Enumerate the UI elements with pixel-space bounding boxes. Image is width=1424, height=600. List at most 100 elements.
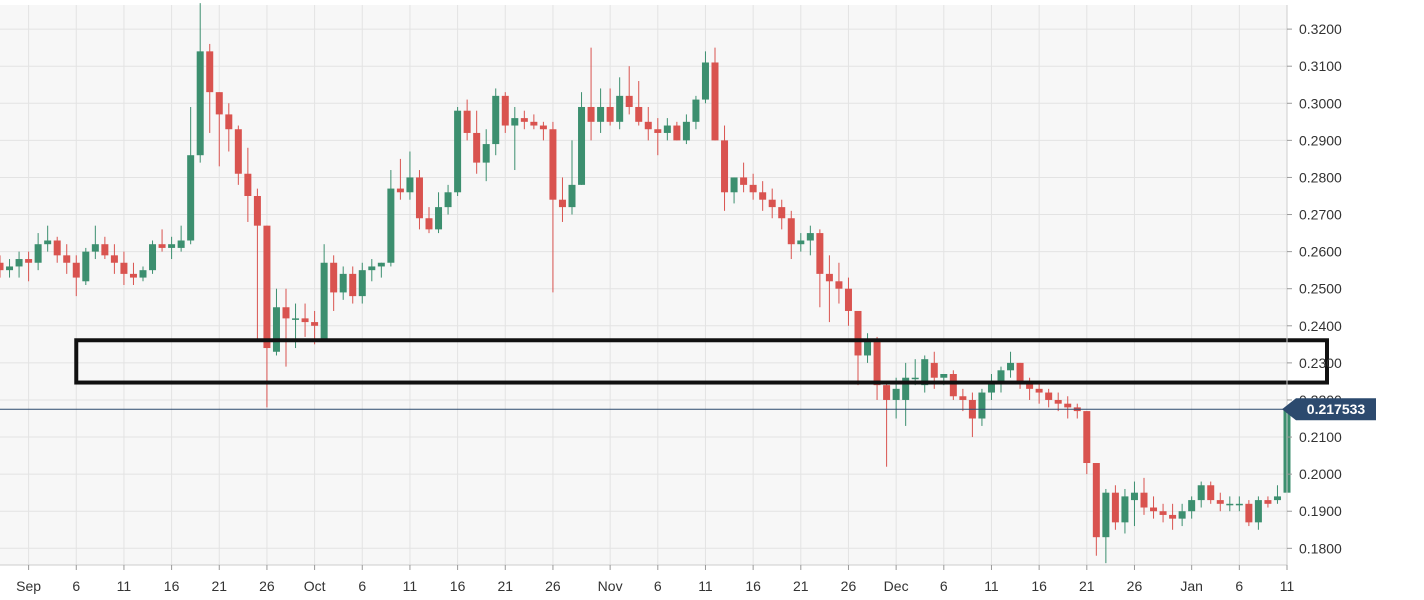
- y-tick-label: 0.2800: [1299, 169, 1342, 185]
- candle: [129, 262, 137, 285]
- candle-body: [101, 244, 109, 256]
- candle: [530, 114, 538, 130]
- candle: [949, 370, 957, 400]
- x-tick-label: Dec: [884, 578, 909, 594]
- candle-body: [149, 244, 157, 271]
- candle: [768, 188, 776, 219]
- candle: [1245, 500, 1253, 527]
- candle: [597, 88, 605, 133]
- candle-body: [816, 233, 824, 274]
- x-tick-label: Oct: [304, 578, 326, 594]
- candle-body: [616, 95, 624, 122]
- candle: [1264, 496, 1272, 508]
- candle: [1130, 481, 1138, 527]
- plot-background: [0, 5, 1287, 565]
- candle-body: [311, 322, 319, 326]
- x-tick-label: 6: [654, 578, 662, 594]
- candle: [1092, 463, 1100, 556]
- candle: [616, 77, 624, 130]
- candle-body: [749, 184, 757, 193]
- candle: [730, 177, 738, 204]
- candle: [101, 236, 109, 260]
- candle: [673, 121, 681, 141]
- candle-body: [940, 374, 948, 378]
- candle: [282, 288, 290, 367]
- candle: [921, 355, 929, 393]
- candle-body: [253, 195, 261, 226]
- grid-lines: [0, 5, 1288, 565]
- candle: [253, 188, 261, 341]
- candle: [330, 255, 338, 311]
- candle-body: [330, 262, 338, 293]
- support-zone-box: [74, 338, 1329, 385]
- candle-body: [997, 370, 1005, 382]
- candle-body: [520, 118, 528, 122]
- candle-body: [635, 106, 643, 122]
- candle-body: [1130, 492, 1138, 501]
- candle: [234, 125, 242, 185]
- candle-body: [701, 62, 709, 100]
- candle-body: [1083, 411, 1091, 464]
- candle: [635, 81, 643, 126]
- candle: [997, 366, 1005, 393]
- y-tick-label: 0.3000: [1299, 95, 1342, 111]
- candle-body: [597, 106, 605, 122]
- candle-body: [825, 273, 833, 282]
- candle-body: [625, 95, 633, 107]
- candle: [1273, 485, 1281, 504]
- candle-body: [82, 251, 90, 282]
- x-tick-label: 26: [259, 578, 275, 594]
- candle-body: [854, 310, 862, 356]
- candle: [25, 251, 33, 282]
- candle-body: [187, 155, 195, 241]
- candle: [1083, 411, 1091, 475]
- candle-body: [539, 125, 547, 130]
- candle: [34, 233, 42, 271]
- candle: [72, 255, 80, 297]
- candle: [816, 229, 824, 308]
- candle-body: [91, 244, 99, 252]
- y-tick-label: 0.3100: [1299, 58, 1342, 74]
- candle: [1188, 496, 1196, 519]
- candle: [1150, 496, 1158, 519]
- candle-body: [835, 281, 843, 289]
- candle-body: [530, 121, 538, 126]
- candle-body: [1064, 403, 1072, 408]
- candle-body: [673, 125, 681, 141]
- current-price-tag-bg: [1282, 398, 1376, 421]
- candle: [225, 103, 233, 152]
- candle-body: [949, 374, 957, 397]
- x-tick-label: 21: [211, 578, 227, 594]
- candle: [196, 3, 204, 163]
- candle-body: [215, 92, 223, 115]
- candle-body: [177, 240, 185, 248]
- candle: [482, 129, 490, 182]
- candle: [578, 92, 586, 185]
- candle: [91, 225, 99, 260]
- candle-body: [110, 255, 118, 263]
- y-tick-label: 0.2000: [1299, 466, 1342, 482]
- candle: [1197, 481, 1205, 508]
- candle-body: [549, 129, 557, 200]
- x-tick-label: 6: [358, 578, 366, 594]
- candle-body: [1035, 388, 1043, 393]
- candle: [568, 140, 576, 215]
- candle: [511, 106, 519, 171]
- candle-body: [63, 255, 71, 263]
- candle: [377, 262, 385, 278]
- candle-body: [377, 262, 385, 267]
- x-tick-label: 16: [1031, 578, 1047, 594]
- candle: [358, 262, 366, 304]
- y-tick-label: 0.1800: [1299, 540, 1342, 556]
- candle: [177, 225, 185, 252]
- x-tick-label: 6: [72, 578, 80, 594]
- candle: [1064, 396, 1072, 419]
- candle-body: [292, 318, 300, 320]
- candle-body: [1226, 503, 1234, 506]
- candle: [244, 147, 252, 222]
- candle: [1121, 488, 1129, 534]
- candle: [320, 244, 328, 341]
- candle: [1054, 392, 1062, 412]
- candle: [1102, 488, 1110, 564]
- candle-body: [282, 307, 290, 319]
